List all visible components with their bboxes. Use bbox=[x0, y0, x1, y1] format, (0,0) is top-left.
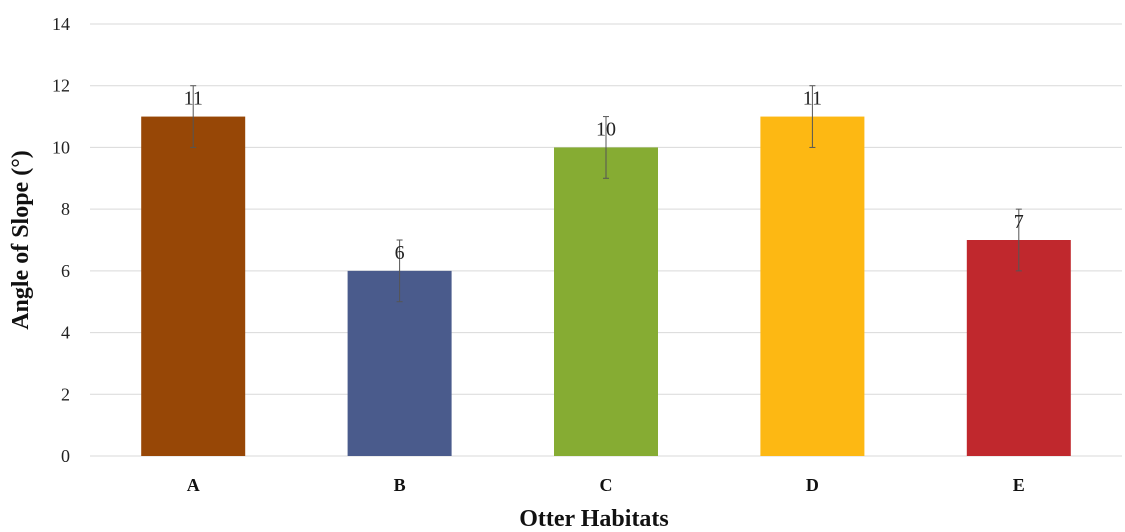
x-tick-label: A bbox=[187, 475, 200, 495]
x-tick-label: E bbox=[1013, 475, 1025, 495]
bar-A bbox=[141, 116, 246, 457]
y-tick-label: 8 bbox=[61, 199, 70, 219]
data-label: 10 bbox=[596, 118, 616, 140]
y-axis-title: Angle of Slope (°) bbox=[8, 150, 34, 330]
x-tick-label: B bbox=[394, 475, 406, 495]
bars bbox=[141, 116, 1071, 457]
bar-D bbox=[760, 116, 865, 457]
error-bars bbox=[190, 85, 1022, 303]
y-tick-label: 10 bbox=[52, 137, 70, 157]
data-label: 6 bbox=[395, 242, 405, 264]
y-tick-label: 4 bbox=[61, 323, 70, 343]
data-label: 11 bbox=[184, 88, 203, 110]
y-tick-label: 0 bbox=[61, 446, 70, 466]
x-axis-ticks: A B C D E bbox=[187, 475, 1025, 495]
x-axis-title: Otter Habitats bbox=[519, 506, 669, 532]
data-label: 7 bbox=[1014, 211, 1024, 233]
x-tick-label: D bbox=[806, 475, 819, 495]
data-label: 11 bbox=[803, 88, 822, 110]
y-tick-label: 14 bbox=[52, 14, 70, 34]
data-labels: 11 6 10 11 7 bbox=[184, 88, 1024, 264]
bar-C bbox=[554, 147, 658, 456]
x-tick-label: C bbox=[600, 475, 613, 495]
y-tick-label: 12 bbox=[52, 76, 70, 96]
bar-E bbox=[966, 240, 1071, 456]
y-tick-label: 2 bbox=[61, 384, 70, 404]
y-tick-label: 6 bbox=[61, 261, 70, 281]
y-axis-ticks: 0 2 4 6 8 10 12 14 bbox=[52, 14, 70, 466]
